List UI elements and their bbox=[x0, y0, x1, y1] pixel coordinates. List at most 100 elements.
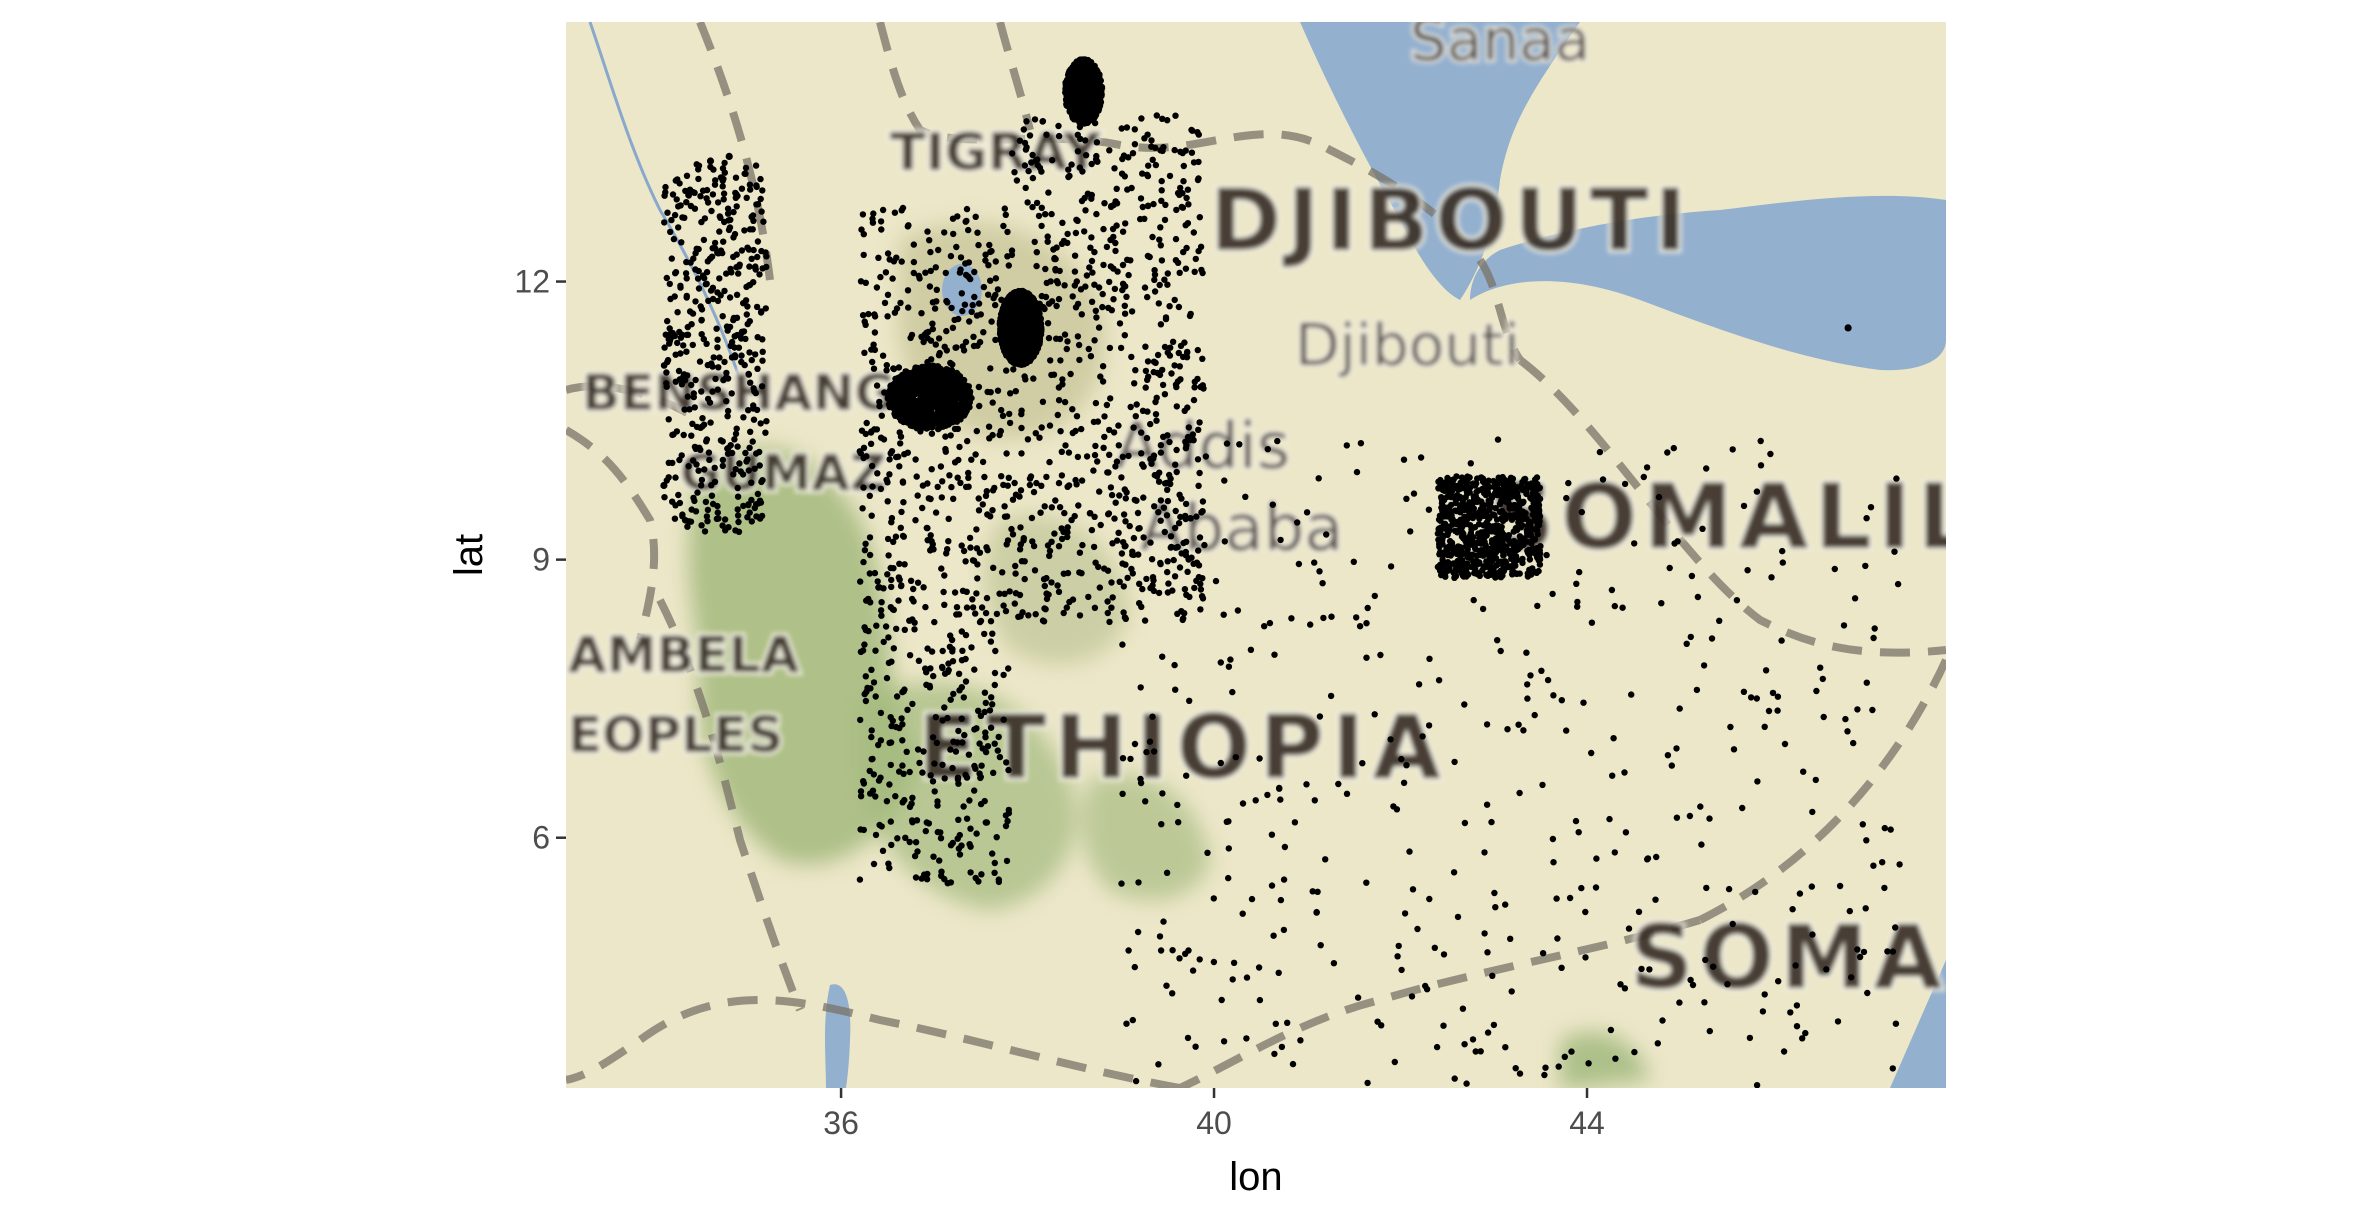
data-point bbox=[884, 250, 892, 257]
data-point bbox=[1054, 582, 1061, 589]
data-point bbox=[1166, 303, 1173, 310]
data-point bbox=[1071, 69, 1079, 77]
basemap-borders bbox=[566, 22, 1946, 1088]
data-point bbox=[1163, 512, 1171, 519]
data-point bbox=[877, 434, 885, 441]
data-point bbox=[1007, 326, 1014, 334]
data-point bbox=[1116, 320, 1124, 327]
data-point bbox=[1074, 333, 1082, 340]
data-point bbox=[1082, 76, 1089, 83]
data-point bbox=[866, 492, 873, 499]
data-point bbox=[886, 471, 893, 478]
data-point bbox=[1143, 575, 1150, 583]
data-point bbox=[1029, 304, 1036, 312]
data-point bbox=[1053, 302, 1060, 310]
data-point bbox=[951, 425, 959, 433]
data-point bbox=[935, 335, 943, 342]
data-point bbox=[912, 874, 920, 881]
data-point bbox=[859, 647, 867, 654]
data-point bbox=[957, 266, 964, 273]
data-point bbox=[862, 697, 870, 705]
data-point bbox=[887, 739, 895, 746]
data-point bbox=[916, 759, 923, 767]
data-point bbox=[884, 535, 892, 543]
data-point bbox=[870, 771, 877, 778]
data-point bbox=[981, 689, 989, 696]
data-point bbox=[945, 406, 953, 413]
data-point bbox=[1024, 316, 1032, 323]
data-point bbox=[956, 851, 964, 858]
data-point bbox=[885, 552, 892, 559]
data-point bbox=[966, 318, 973, 325]
data-point bbox=[929, 778, 937, 785]
data-point bbox=[923, 524, 930, 532]
data-point bbox=[912, 839, 920, 846]
data-point bbox=[899, 721, 906, 728]
data-point bbox=[898, 258, 905, 265]
data-point bbox=[965, 751, 973, 758]
data-point bbox=[994, 747, 1001, 754]
data-point bbox=[999, 307, 1006, 314]
data-point bbox=[1106, 147, 1113, 154]
data-point bbox=[943, 550, 950, 557]
data-point bbox=[939, 478, 946, 485]
data-point bbox=[1090, 467, 1097, 474]
data-point bbox=[1143, 434, 1151, 442]
data-point bbox=[896, 429, 903, 436]
data-point bbox=[971, 666, 978, 673]
data-point bbox=[916, 383, 924, 390]
data-point bbox=[885, 659, 893, 667]
data-point bbox=[890, 645, 897, 652]
data-point bbox=[1191, 268, 1198, 275]
data-point bbox=[971, 787, 978, 794]
data-point bbox=[962, 558, 969, 565]
data-point bbox=[969, 596, 976, 603]
data-point bbox=[1193, 513, 1200, 520]
data-point bbox=[869, 215, 876, 222]
data-point bbox=[947, 696, 954, 703]
data-point bbox=[1000, 716, 1007, 723]
data-point bbox=[941, 775, 948, 782]
data-point bbox=[1007, 390, 1014, 397]
data-point bbox=[987, 724, 995, 731]
data-point bbox=[982, 699, 989, 707]
data-point bbox=[992, 336, 999, 344]
data-point bbox=[895, 394, 903, 402]
data-point bbox=[887, 761, 894, 769]
data-point bbox=[988, 694, 995, 701]
data-point bbox=[1062, 89, 1069, 96]
data-point bbox=[1148, 137, 1155, 144]
data-point bbox=[902, 368, 909, 375]
data-point bbox=[872, 831, 880, 839]
data-point bbox=[874, 470, 881, 477]
data-point bbox=[963, 393, 970, 400]
data-point bbox=[1057, 357, 1064, 364]
data-point bbox=[972, 451, 979, 458]
data-point bbox=[980, 283, 988, 291]
basemap: Sanaa TIGRAY DJIBOUTI Djibouti BENSHANGU… bbox=[566, 22, 1946, 1088]
data-point bbox=[1096, 488, 1103, 495]
data-point bbox=[952, 748, 960, 755]
data-point bbox=[927, 267, 934, 275]
data-point bbox=[1023, 311, 1031, 318]
data-point bbox=[869, 358, 876, 366]
data-point bbox=[886, 456, 893, 463]
data-point bbox=[1061, 331, 1069, 338]
data-point bbox=[941, 343, 948, 350]
data-point bbox=[1124, 186, 1131, 193]
data-point bbox=[895, 597, 902, 604]
data-point bbox=[973, 526, 980, 533]
data-point bbox=[881, 299, 889, 307]
data-point bbox=[894, 835, 901, 842]
data-point bbox=[1181, 586, 1189, 593]
data-point bbox=[915, 657, 923, 664]
data-point bbox=[897, 299, 904, 307]
data-point bbox=[911, 626, 918, 633]
data-point bbox=[949, 324, 957, 331]
data-point bbox=[927, 495, 934, 503]
data-point bbox=[970, 333, 977, 340]
data-point bbox=[860, 780, 868, 787]
data-point bbox=[1059, 219, 1066, 226]
data-point bbox=[881, 389, 888, 396]
